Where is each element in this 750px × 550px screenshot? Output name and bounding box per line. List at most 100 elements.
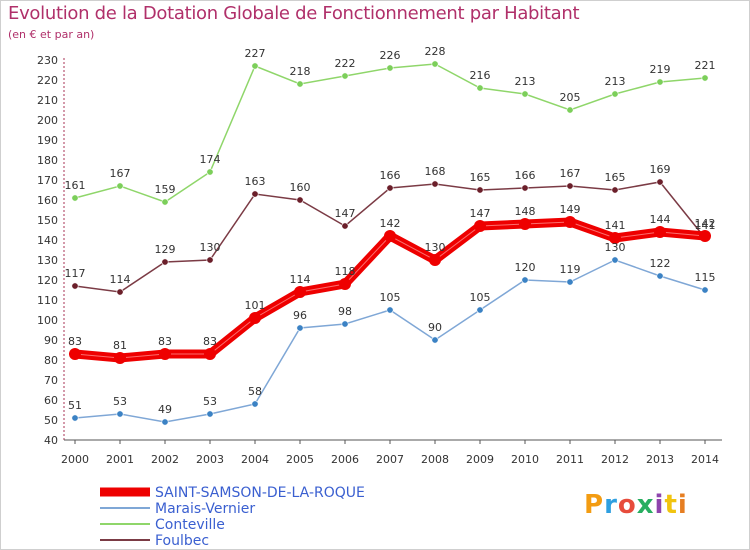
- data-label: 218: [290, 65, 311, 78]
- data-point: [251, 190, 259, 198]
- y-tick-label: 180: [37, 154, 58, 167]
- data-point: [296, 196, 304, 204]
- legend-item-foulbec: Foulbec: [100, 533, 209, 549]
- data-point: [206, 168, 214, 176]
- data-point: [611, 256, 619, 264]
- data-point: [519, 218, 531, 230]
- data-label: 115: [695, 271, 716, 284]
- data-point: [114, 352, 126, 364]
- data-label: 83: [158, 335, 172, 348]
- data-label: 221: [695, 59, 716, 72]
- data-label: 219: [650, 63, 671, 76]
- data-point: [69, 348, 81, 360]
- y-tick-label: 130: [37, 254, 58, 267]
- data-point: [116, 288, 124, 296]
- series-marais-vernier: [71, 256, 709, 426]
- data-point: [386, 64, 394, 72]
- data-label: 105: [380, 291, 401, 304]
- data-label: 166: [515, 169, 536, 182]
- data-point: [71, 282, 79, 290]
- data-label: 168: [425, 165, 446, 178]
- y-tick-label: 140: [37, 234, 58, 247]
- data-point: [161, 418, 169, 426]
- data-label: 105: [470, 291, 491, 304]
- x-tick-label: 2008: [421, 453, 449, 466]
- legend-label: SAINT-SAMSON-DE-LA-ROQUE: [155, 485, 365, 501]
- x-tick-label: 2000: [61, 453, 89, 466]
- data-label: 165: [605, 171, 626, 184]
- data-label: 222: [335, 57, 356, 70]
- legend-label: Conteville: [155, 517, 225, 533]
- data-point: [431, 60, 439, 68]
- data-point: [611, 186, 619, 194]
- y-tick-label: 90: [44, 334, 58, 347]
- data-label: 53: [203, 395, 217, 408]
- data-label: 119: [560, 263, 581, 276]
- data-point: [206, 410, 214, 418]
- data-point: [116, 182, 124, 190]
- data-label: 141: [695, 219, 716, 232]
- data-point: [564, 216, 576, 228]
- data-label: 161: [65, 179, 86, 192]
- data-point: [251, 400, 259, 408]
- y-tick-label: 40: [44, 434, 58, 447]
- data-point: [609, 232, 621, 244]
- y-tick-label: 220: [37, 74, 58, 87]
- x-tick-label: 2005: [286, 453, 314, 466]
- data-labels: 161 167 159 174 227 218 222 226 228 216 213 205 213 2…: [65, 45, 716, 416]
- data-label: 114: [110, 273, 131, 286]
- proxiti-logo: Proxiti: [584, 490, 688, 520]
- series-foulbec: [71, 178, 709, 296]
- data-point: [566, 278, 574, 286]
- data-label: 144: [650, 213, 671, 226]
- data-label: 49: [158, 403, 172, 416]
- data-point: [474, 220, 486, 232]
- data-label: 226: [380, 49, 401, 62]
- data-label: 160: [290, 181, 311, 194]
- data-label: 141: [605, 219, 626, 232]
- data-point: [294, 286, 306, 298]
- data-label: 130: [425, 241, 446, 254]
- y-tick-label: 200: [37, 114, 58, 127]
- data-label: 165: [470, 171, 491, 184]
- data-label: 205: [560, 91, 581, 104]
- x-tick-label: 2001: [106, 453, 134, 466]
- data-label: 216: [470, 69, 491, 82]
- data-point: [341, 72, 349, 80]
- data-label: 147: [470, 207, 491, 220]
- x-tick-label: 2014: [691, 453, 719, 466]
- data-label: 83: [203, 335, 217, 348]
- data-label: 51: [68, 399, 82, 412]
- data-point: [384, 230, 396, 242]
- data-point: [476, 84, 484, 92]
- data-point: [431, 336, 439, 344]
- chart-subtitle: (en € et par an): [8, 28, 95, 41]
- series-saint-samson-de-la-roque: [69, 216, 711, 364]
- data-point: [339, 278, 351, 290]
- data-label: 130: [605, 241, 626, 254]
- data-label: 147: [335, 207, 356, 220]
- legend-item-marais-vernier: Marais-Vernier: [100, 501, 255, 517]
- x-tick-label: 2002: [151, 453, 179, 466]
- data-point: [656, 78, 664, 86]
- data-label: 129: [155, 243, 176, 256]
- data-point: [654, 226, 666, 238]
- y-tick-label: 120: [37, 274, 58, 287]
- data-label: 130: [200, 241, 221, 254]
- data-point: [251, 62, 259, 70]
- data-point: [699, 230, 711, 242]
- data-point: [71, 194, 79, 202]
- data-point: [521, 184, 529, 192]
- series-layer: [69, 60, 711, 426]
- data-point: [206, 256, 214, 264]
- data-point: [386, 184, 394, 192]
- data-label: 227: [245, 47, 266, 60]
- data-label: 58: [248, 385, 262, 398]
- data-point: [116, 410, 124, 418]
- y-tick-label: 150: [37, 214, 58, 227]
- data-point: [701, 286, 709, 294]
- data-label: 228: [425, 45, 446, 58]
- data-point: [161, 198, 169, 206]
- data-label: 53: [113, 395, 127, 408]
